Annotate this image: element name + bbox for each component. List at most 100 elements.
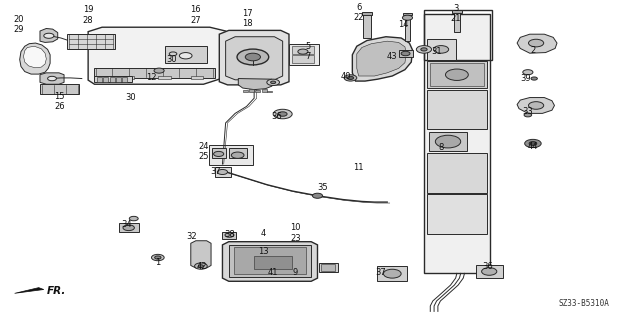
Circle shape (123, 225, 135, 231)
Circle shape (217, 170, 227, 174)
Bar (249, 89, 254, 92)
Text: 5
7: 5 7 (305, 42, 311, 61)
Circle shape (154, 68, 164, 73)
Circle shape (528, 39, 544, 47)
Bar (399, 50, 413, 57)
Text: 34: 34 (121, 220, 131, 229)
Text: 35: 35 (318, 183, 328, 192)
Bar (95, 76, 107, 79)
Polygon shape (190, 241, 211, 268)
Text: 10
23: 10 23 (290, 223, 300, 243)
Polygon shape (517, 34, 557, 53)
Polygon shape (40, 28, 58, 43)
Bar (427, 39, 456, 60)
Circle shape (528, 102, 544, 109)
Polygon shape (238, 78, 273, 90)
Bar (222, 232, 236, 238)
Bar (110, 76, 115, 82)
Text: 13: 13 (258, 247, 269, 256)
Polygon shape (222, 242, 318, 281)
Circle shape (401, 51, 410, 56)
Bar (121, 76, 134, 79)
Text: 14: 14 (398, 20, 408, 29)
Bar (427, 61, 487, 88)
Bar (427, 194, 487, 234)
Text: 16
27: 16 27 (190, 5, 201, 25)
Circle shape (298, 49, 308, 54)
Polygon shape (219, 30, 289, 85)
Bar (95, 68, 215, 78)
Circle shape (436, 135, 461, 148)
Bar (116, 76, 121, 82)
Bar (234, 247, 306, 274)
Circle shape (273, 109, 292, 119)
Circle shape (384, 269, 401, 278)
Circle shape (524, 113, 531, 117)
Text: 41: 41 (268, 268, 278, 277)
Bar (166, 46, 206, 63)
Text: 12: 12 (146, 73, 157, 83)
Bar (403, 13, 412, 15)
Text: 39: 39 (520, 74, 531, 83)
Text: 15
26: 15 26 (55, 92, 65, 111)
Circle shape (231, 152, 244, 158)
Circle shape (198, 265, 203, 267)
Circle shape (267, 79, 279, 85)
Circle shape (446, 69, 468, 80)
Circle shape (179, 52, 192, 59)
Text: 8: 8 (438, 143, 444, 152)
Circle shape (523, 70, 533, 75)
Text: 9: 9 (293, 268, 298, 277)
Bar (208, 145, 253, 165)
Polygon shape (357, 41, 406, 76)
Bar (452, 10, 462, 13)
Bar (243, 90, 248, 92)
Polygon shape (88, 27, 236, 84)
Circle shape (237, 49, 269, 65)
Bar (476, 265, 502, 278)
Circle shape (245, 53, 260, 61)
Polygon shape (23, 46, 46, 68)
Bar (321, 264, 335, 271)
Text: 17
18: 17 18 (243, 9, 253, 28)
Bar (292, 46, 314, 54)
Bar (427, 153, 487, 193)
Circle shape (312, 193, 323, 198)
Circle shape (481, 268, 497, 275)
Circle shape (403, 15, 413, 20)
Circle shape (152, 254, 164, 261)
Text: 6
22: 6 22 (354, 3, 364, 22)
Bar (67, 34, 115, 49)
Bar (267, 91, 272, 92)
Text: 11: 11 (354, 164, 364, 172)
Text: 37: 37 (375, 268, 386, 277)
Text: 20
29: 20 29 (13, 15, 23, 34)
Text: 31: 31 (431, 47, 442, 56)
Text: FR.: FR. (47, 286, 66, 296)
Bar (95, 76, 133, 82)
Bar (454, 12, 460, 32)
Text: 2: 2 (530, 46, 535, 55)
Text: 40: 40 (341, 71, 351, 81)
Circle shape (278, 112, 287, 116)
Circle shape (155, 256, 161, 259)
Text: 30: 30 (166, 55, 177, 64)
Circle shape (529, 141, 537, 145)
Circle shape (225, 233, 234, 237)
Bar (429, 132, 467, 151)
Bar (424, 11, 492, 60)
Bar (319, 263, 338, 272)
Text: 33: 33 (523, 107, 533, 116)
Bar (40, 84, 79, 94)
Polygon shape (352, 37, 413, 81)
Text: 36: 36 (482, 261, 493, 271)
Text: 43: 43 (387, 52, 398, 61)
Circle shape (421, 48, 427, 51)
Bar (97, 76, 102, 82)
Circle shape (531, 77, 537, 80)
Bar (158, 76, 171, 79)
Polygon shape (517, 98, 554, 113)
Bar (292, 55, 314, 63)
Bar (427, 90, 487, 129)
Bar (431, 63, 484, 86)
